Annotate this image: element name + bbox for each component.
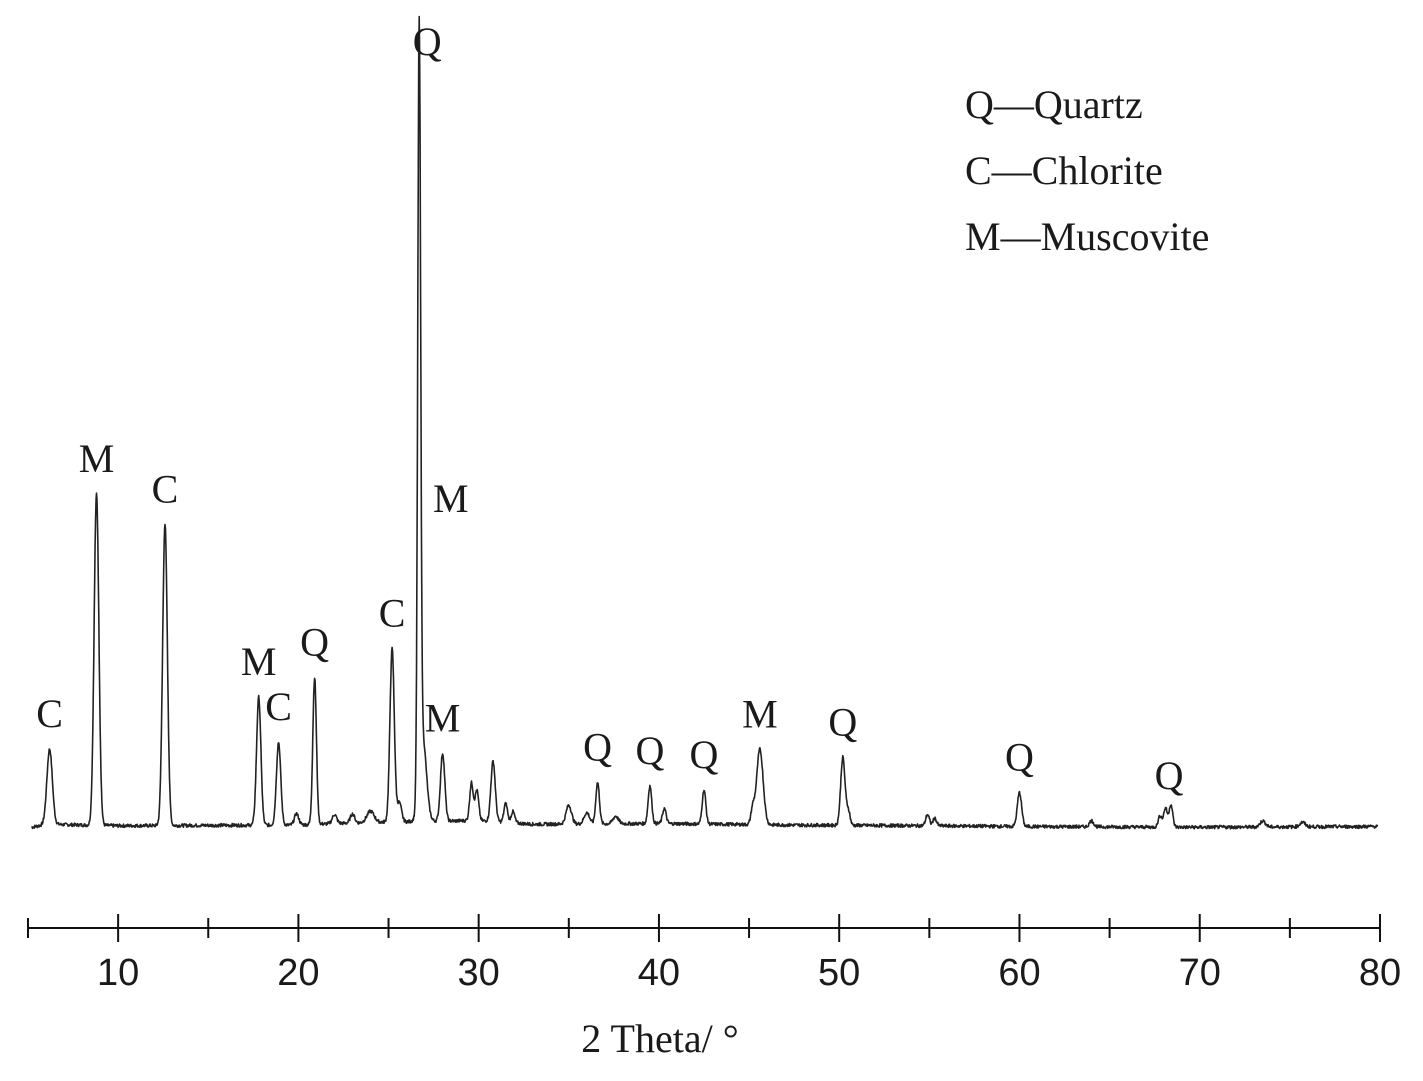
legend: Q—Quartz C—Chlorite M—Muscovite bbox=[965, 82, 1209, 259]
peak-label-q: Q bbox=[690, 732, 719, 777]
x-tick-label: 50 bbox=[818, 952, 860, 994]
peak-label-m: M bbox=[433, 476, 469, 521]
peak-label-q: Q bbox=[1005, 735, 1034, 780]
legend-entry-quartz: Q—Quartz bbox=[965, 82, 1143, 127]
peak-label-q: Q bbox=[300, 620, 329, 665]
x-tick-label: 60 bbox=[998, 952, 1040, 994]
peak-label-c: C bbox=[265, 684, 292, 729]
peak-label-c: C bbox=[379, 591, 406, 636]
peak-label-c: C bbox=[152, 466, 179, 511]
x-tick-label: 80 bbox=[1359, 952, 1401, 994]
peak-label-c: C bbox=[36, 691, 63, 736]
peak-label-m: M bbox=[79, 436, 115, 481]
peak-label-q: Q bbox=[828, 699, 857, 744]
peak-label-m: M bbox=[241, 639, 277, 684]
peak-label-q: Q bbox=[583, 724, 612, 769]
x-axis-title: 2 Theta/ ° bbox=[581, 1016, 738, 1061]
x-tick-label: 30 bbox=[458, 952, 500, 994]
xrd-pattern-line bbox=[31, 15, 1379, 830]
x-axis: 10 20 30 40 50 60 70 80 bbox=[27, 914, 1401, 994]
x-tick-label: 20 bbox=[277, 952, 319, 994]
x-tick-label: 10 bbox=[97, 952, 139, 994]
legend-entry-muscovite: M—Muscovite bbox=[965, 214, 1209, 259]
peak-label-m: M bbox=[425, 695, 461, 740]
peak-label-q: Q bbox=[635, 728, 664, 773]
peak-label-q: Q bbox=[1155, 753, 1184, 798]
peak-label-q: Q bbox=[413, 19, 442, 64]
peak-label-m: M bbox=[742, 691, 778, 736]
x-tick-label: 40 bbox=[638, 952, 680, 994]
legend-entry-chlorite: C—Chlorite bbox=[965, 148, 1163, 193]
x-tick-label: 70 bbox=[1179, 952, 1221, 994]
